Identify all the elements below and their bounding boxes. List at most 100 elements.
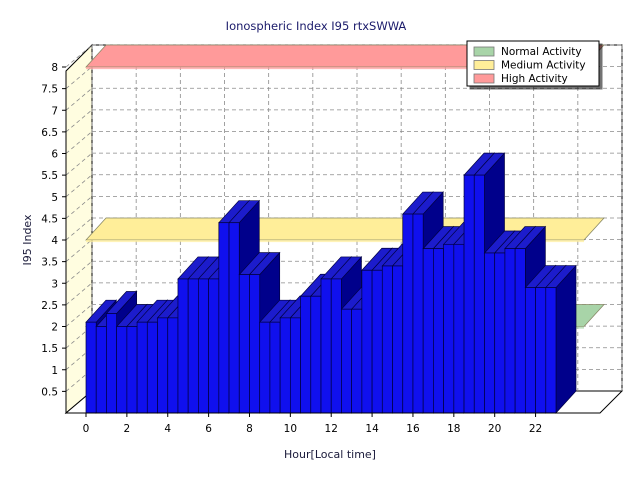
legend-swatch [473,46,495,57]
bar-front [453,243,465,414]
bar-front [402,213,414,414]
bar-front [412,213,424,414]
bar-front [187,278,199,414]
bar-front [545,287,557,414]
bar-front [85,321,97,414]
bar-front [126,326,138,414]
bar-front [473,174,485,414]
bar-front [392,265,404,414]
y-tick-label: 5 [51,192,58,204]
y-tick-labels: 0.5 1 1.5 2 2.5 3 3.5 4 4.5 5 5.5 6 6.5 7 7.5 8 [41,62,66,398]
grid-line-side [65,282,93,306]
bar-front [330,278,342,414]
bar-front [463,174,475,414]
y-tick-label: 5.5 [41,170,58,182]
bar-front [289,317,301,414]
y-tick-label: 2 [51,322,58,334]
x-tick-label: 2 [124,423,131,435]
bar-front [351,308,363,414]
bar-front [136,321,148,414]
bars [85,152,577,414]
y-tick-label: 2.5 [41,300,58,312]
x-tick-label: 8 [246,423,253,435]
y-tick-label: 4 [51,235,58,247]
bar-front [106,313,118,414]
y-tick-label: 0.5 [41,386,58,398]
y-tick-label: 6 [51,149,58,161]
bar-front [300,295,312,414]
bar-front [177,278,189,414]
bar-front [218,222,230,414]
bar-front [381,265,393,414]
bar-front [279,317,291,414]
bar-front [157,317,169,414]
x-tick-label: 12 [325,423,338,435]
y-axis-label: I95 Index [21,214,34,266]
grid-line-side [65,87,93,111]
bar-front [208,278,220,414]
grid-line-side [65,260,93,284]
bar-front [361,269,373,414]
x-tick-label: 6 [205,423,212,435]
bar-front [249,274,261,414]
x-tick-label: 0 [83,423,90,435]
legend-swatch [473,73,495,84]
grid-line-side [65,66,93,89]
bar-front [535,287,547,414]
x-tick-labels: 0 2 4 6 8 10 12 14 16 18 20 22 [83,413,542,435]
grid-line-side [65,196,93,219]
legend-label: High Activity [501,73,568,85]
bar-front [95,326,107,414]
legend-swatch [473,60,495,70]
bar-front [484,252,496,414]
y-tick-label: 1 [51,365,58,377]
x-tick-label: 4 [164,423,171,435]
bar-front [228,222,240,414]
x-tick-label: 20 [488,423,501,435]
x-axis-label: Hour[Local time] [284,448,376,461]
y-tick-label: 4.5 [41,213,58,225]
x-tick-label: 22 [529,423,542,435]
bar-front [320,278,332,414]
x-tick-label: 14 [365,423,379,435]
x-tick-label: 18 [447,423,460,435]
grid-line-side [65,152,93,176]
bar [544,264,577,414]
grid-line-side [65,131,93,154]
grid-line-side [65,174,93,198]
y-tick-label: 7.5 [41,84,58,96]
bar-front [371,269,383,414]
bar-front [269,321,281,414]
bar-front [259,321,271,414]
legend-label: Medium Activity [501,60,586,72]
bar-front [310,295,322,414]
x-tick-label: 16 [406,423,420,435]
bar-front [524,287,536,414]
y-tick-label: 3.5 [41,257,58,269]
grid-line-side [65,239,93,262]
chart-title: Ionospheric Index I95 rtxSWWA [226,19,407,33]
y-tick-label: 6.5 [41,127,58,139]
bar-front [198,278,209,414]
x-tick-label: 10 [284,423,297,435]
y-tick-label: 1.5 [41,343,58,355]
threshold-band-edge [86,67,584,70]
axes [65,71,600,414]
grid-line-side [65,109,93,133]
y-tick-label: 3 [51,278,58,290]
bar-front [146,321,158,414]
bar-front [504,248,516,414]
legend-label: Normal Activity [501,46,582,58]
bar-front [116,326,128,414]
bar-front [443,243,455,414]
bar-front [341,308,353,414]
y-tick-label: 8 [51,62,58,74]
grid-line-side [65,44,93,68]
bar-side [555,264,577,414]
bar-front [167,317,179,414]
bar-front [494,252,506,414]
y-tick-label: 7 [51,105,58,117]
bar-front [514,248,526,414]
